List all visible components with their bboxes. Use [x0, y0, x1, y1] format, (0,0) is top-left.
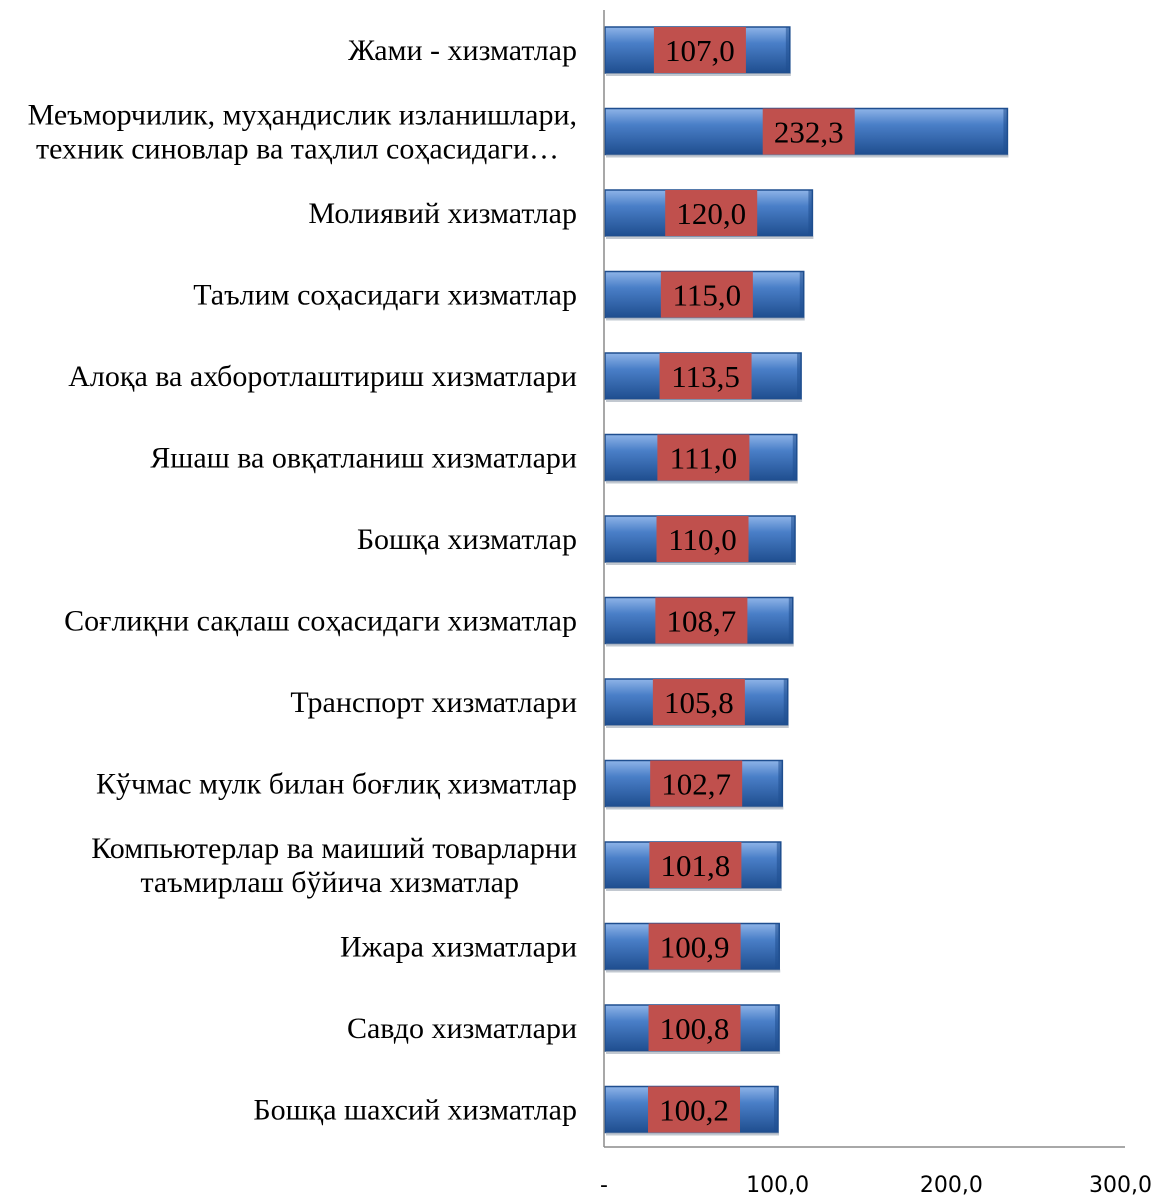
bar-shadow	[606, 73, 791, 76]
bar-end-cap	[775, 923, 780, 970]
bar-shadow	[606, 806, 784, 810]
data-label: 102,7	[661, 767, 731, 802]
bar-end-cap	[785, 27, 790, 73]
data-label-box	[652, 679, 745, 725]
data-label-box	[653, 27, 746, 73]
category-label: Бошқа шахсий хизматлар	[253, 1094, 577, 1127]
data-label: 115,0	[673, 278, 742, 313]
data-label: 105,8	[664, 685, 734, 720]
bar-end-cap	[792, 434, 797, 481]
category-label: Бошқа хизматлар	[357, 523, 577, 556]
bar-shadow	[606, 562, 797, 565]
data-label: 100,2	[659, 1093, 729, 1128]
category-label: Кўчмас мулк билан боғлиқ хизматлар	[96, 768, 577, 801]
bar-shadow	[606, 888, 782, 891]
data-label: 113,5	[671, 359, 740, 394]
data-label-box	[648, 1005, 741, 1051]
bar-shadow	[606, 399, 803, 402]
bar-end-cap	[1003, 108, 1008, 155]
data-label: 100,9	[660, 930, 730, 965]
data-label: 110,0	[668, 522, 737, 557]
category-label: Меъморчилик, муҳандислик изланишлари, тех…	[28, 99, 577, 166]
bar-end-cap	[808, 190, 813, 236]
bar-end-cap	[797, 353, 802, 399]
bar-shadow	[606, 643, 794, 647]
bar-end-cap	[799, 271, 804, 318]
bar-shadow	[606, 725, 789, 728]
bar-end-cap	[775, 1005, 780, 1051]
data-label-box	[648, 1086, 741, 1133]
x-tick-label: -	[600, 1173, 608, 1198]
x-tick-label: 100,0	[746, 1173, 809, 1198]
data-label: 120,0	[676, 196, 746, 231]
bar-end-cap	[791, 516, 796, 562]
data-label: 107,0	[665, 33, 735, 68]
bar-shadow	[606, 969, 781, 973]
bar-end-cap	[776, 842, 781, 888]
category-label: Савдо хизматлари	[347, 1012, 577, 1045]
data-label-box	[648, 923, 741, 970]
bar-shadow	[606, 1132, 780, 1136]
data-label-box	[649, 842, 742, 888]
category-label: Яшаш ва овқатланиш хизматлари	[150, 442, 577, 475]
data-label-box	[660, 271, 753, 318]
data-label-box	[657, 434, 750, 481]
category-label: Транспорт хизматлари	[290, 686, 577, 719]
bar-shadow	[606, 317, 805, 321]
x-tick-label: 200,0	[920, 1173, 983, 1198]
data-label-box	[762, 108, 855, 155]
category-label: Компьютерлар ва маиший товарларни таъмирл…	[91, 832, 577, 899]
category-label: Алоқа ва ахборотлаштириш хизматлари	[68, 360, 577, 393]
category-label: Соғлиқни сақлаш соҳасидаги хизматлар	[64, 605, 577, 638]
data-label: 108,7	[667, 604, 737, 639]
data-label: 111,0	[670, 441, 737, 476]
data-label: 100,8	[660, 1011, 730, 1046]
data-label-box	[665, 190, 758, 236]
data-label-box	[650, 760, 743, 807]
bar-shadow	[606, 154, 1009, 158]
data-label-box	[656, 516, 749, 562]
data-label-box	[655, 597, 748, 644]
data-label-box	[659, 353, 752, 399]
category-label: Ижара хизматлари	[340, 931, 577, 964]
bar-end-cap	[788, 597, 793, 644]
bar-end-cap	[774, 1086, 779, 1133]
category-label: Таълим соҳасидаги хизматлар	[193, 279, 577, 312]
bar-shadow	[606, 236, 814, 239]
category-label: Жами - хизматлар	[348, 34, 577, 67]
bar-shadow	[606, 480, 798, 484]
category-label: Молиявий хизматлар	[308, 197, 577, 230]
bar-shadow	[606, 1051, 781, 1054]
data-label: 101,8	[661, 848, 731, 883]
bar-end-cap	[783, 679, 788, 725]
bar-end-cap	[778, 760, 783, 807]
x-tick-label: 300,0	[1089, 1173, 1152, 1198]
data-label: 232,3	[774, 115, 844, 150]
